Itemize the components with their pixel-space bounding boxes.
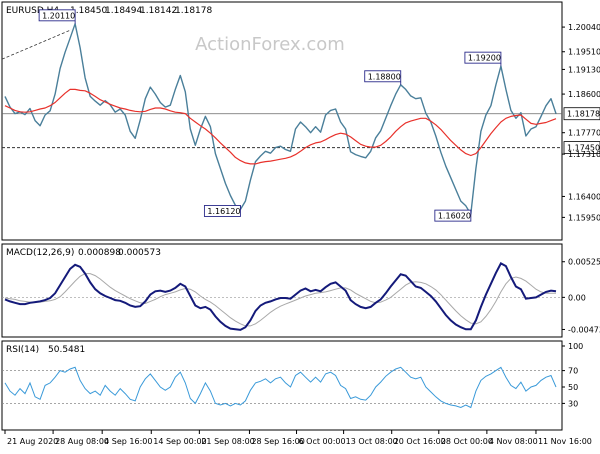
rsi-name: RSI(14) <box>6 345 39 355</box>
x-tick-label: 4 Nov 08:00 <box>489 437 538 446</box>
extreme-label: 1.16020 <box>438 212 471 221</box>
macd-y-tick-label: 0.00525 <box>568 258 600 267</box>
extreme-label: 1.20110 <box>42 11 75 20</box>
x-tick-label: 13 Oct 08:00 <box>346 437 398 446</box>
price-y-tick-label: 1.15950 <box>568 213 600 222</box>
price-y-tick-label: 1.19130 <box>568 65 600 74</box>
rsi-y-tick-label: 70 <box>568 367 578 376</box>
rsi-value: 50.5481 <box>48 345 85 355</box>
x-tick-label: 28 Sep 16:00 <box>251 437 304 446</box>
x-tick-label: 11 Nov 16:00 <box>538 437 592 446</box>
extreme-label-box <box>364 70 402 83</box>
price-y-tick-label: 1.16400 <box>568 192 600 201</box>
x-tick-label: 4 Sep 16:00 <box>104 437 152 446</box>
rsi-y-tick-label: 50 <box>568 383 578 392</box>
price-y-tick-label: 1.20040 <box>568 23 600 32</box>
support-price-tag <box>563 141 600 154</box>
rsi-panel: RSI(14) 50.5481 100 70 50 30 <box>1 340 583 431</box>
extreme-label: 1.19200 <box>468 54 501 63</box>
extreme-label-box <box>434 209 472 222</box>
watermark: ActionForex.com <box>195 34 345 55</box>
rsi-series-group <box>4 366 557 409</box>
macd-y-tick-label: -0.004732 <box>568 325 600 334</box>
price-open: 1.18450 <box>70 6 107 16</box>
price-panel: ActionForex.com EURUSD,H4 1.18450 1.1849… <box>1 1 600 241</box>
macd-value: 0.000898 <box>78 248 121 258</box>
support-price-label: 1.17450 <box>567 144 600 153</box>
rsi-panel-frame <box>1 340 563 431</box>
x-tick-label: 21 Aug 2020 <box>7 437 58 446</box>
macd-line <box>4 262 557 331</box>
price-y-tick-label: 1.18600 <box>568 90 600 99</box>
price-y-tick-label: 1.17310 <box>568 150 600 159</box>
price-y-axis: 1.20040 1.19510 1.19130 1.18600 1.17770 1.173… <box>562 23 600 222</box>
rsi-line <box>4 366 557 409</box>
price-panel-frame <box>1 1 563 241</box>
current-price-tag <box>563 107 600 121</box>
extreme-label-box <box>464 51 502 64</box>
x-tick-label: 14 Sep 00:00 <box>153 437 206 446</box>
price-series-group <box>4 23 557 215</box>
price-line <box>4 23 557 215</box>
price-annotations: 1.20110 1.18800 1.19200 1.16120 1.16020 <box>38 9 502 222</box>
extreme-label-box <box>203 205 241 217</box>
macd-signal-value: 0.000573 <box>118 248 161 258</box>
macd-y-tick-label: 0.00 <box>568 293 586 302</box>
x-tick-label: 21 Sep 08:00 <box>201 437 254 446</box>
x-tick-label: 28 Oct 00:00 <box>441 437 493 446</box>
macd-panel: MACD(12,26,9) 0.000898 0.000573 0.00525 0… <box>1 243 600 338</box>
rsi-y-axis: 100 70 50 30 <box>2 342 583 408</box>
extreme-label-box <box>38 9 76 22</box>
price-trendline-group <box>1 29 72 60</box>
rsi-y-tick-label: 100 <box>568 342 583 351</box>
price-low: 1.18142 <box>140 6 177 16</box>
price-y-tick-label: 1.17770 <box>568 129 600 138</box>
extreme-label: 1.16120 <box>207 207 240 216</box>
x-tick-label: 6 Oct 00:00 <box>299 437 346 446</box>
macd-series-group <box>4 262 557 331</box>
price-close: 1.18178 <box>175 6 212 16</box>
extreme-label: 1.18800 <box>368 72 401 81</box>
price-symbol: EURUSD,H4 <box>6 6 59 16</box>
current-price-label: 1.18178 <box>567 110 600 119</box>
macd-name: MACD(12,26,9) <box>6 248 74 258</box>
x-tick-label: 20 Oct 16:00 <box>394 437 446 446</box>
price-high: 1.18494 <box>105 6 142 16</box>
price-y-tick-label: 1.19510 <box>568 48 600 57</box>
rsi-y-tick-label: 30 <box>568 399 578 408</box>
trend-line <box>1 29 72 60</box>
moving-average-line <box>4 88 557 165</box>
macd-signal-line <box>4 273 556 327</box>
x-tick-label: 28 Aug 08:00 <box>55 437 109 446</box>
